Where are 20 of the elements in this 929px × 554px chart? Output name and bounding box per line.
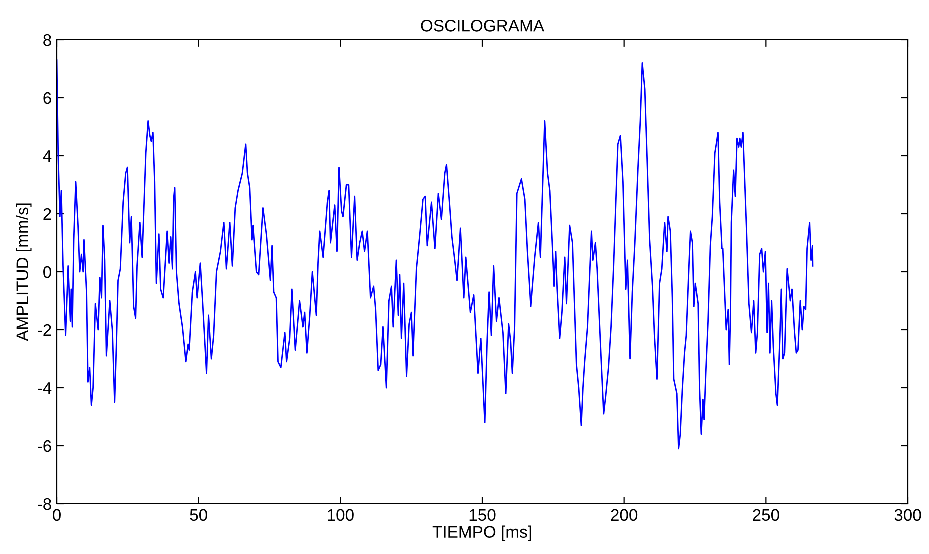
x-tick-label: 150 — [470, 509, 496, 522]
y-tick-label: -8 — [38, 498, 52, 510]
y-tick-label: 6 — [44, 92, 52, 104]
chart-title: OSCILOGRAMA — [421, 20, 545, 32]
x-tick-label: 300 — [894, 509, 922, 522]
y-tick-label: 8 — [44, 34, 52, 46]
y-tick-label: 0 — [44, 266, 52, 278]
y-tick-label: -4 — [38, 382, 52, 394]
y-tick-label: 4 — [43, 150, 52, 162]
y-tick-label: -6 — [38, 440, 52, 452]
x-tick-label: 200 — [611, 509, 638, 522]
y-tick-label: -2 — [38, 324, 52, 336]
x-axis-title: TIEMPO [ms] — [432, 526, 532, 542]
y-tick-label: 2 — [44, 208, 52, 220]
x-tick-label: 100 — [328, 509, 354, 522]
x-tick-label: 50 — [190, 509, 208, 522]
y-axis-title: AMPLITUD [mm/s] — [16, 204, 32, 342]
x-tick-label: 250 — [753, 509, 780, 522]
x-tick-label: 0 — [53, 509, 61, 522]
line-series — [57, 60, 814, 450]
